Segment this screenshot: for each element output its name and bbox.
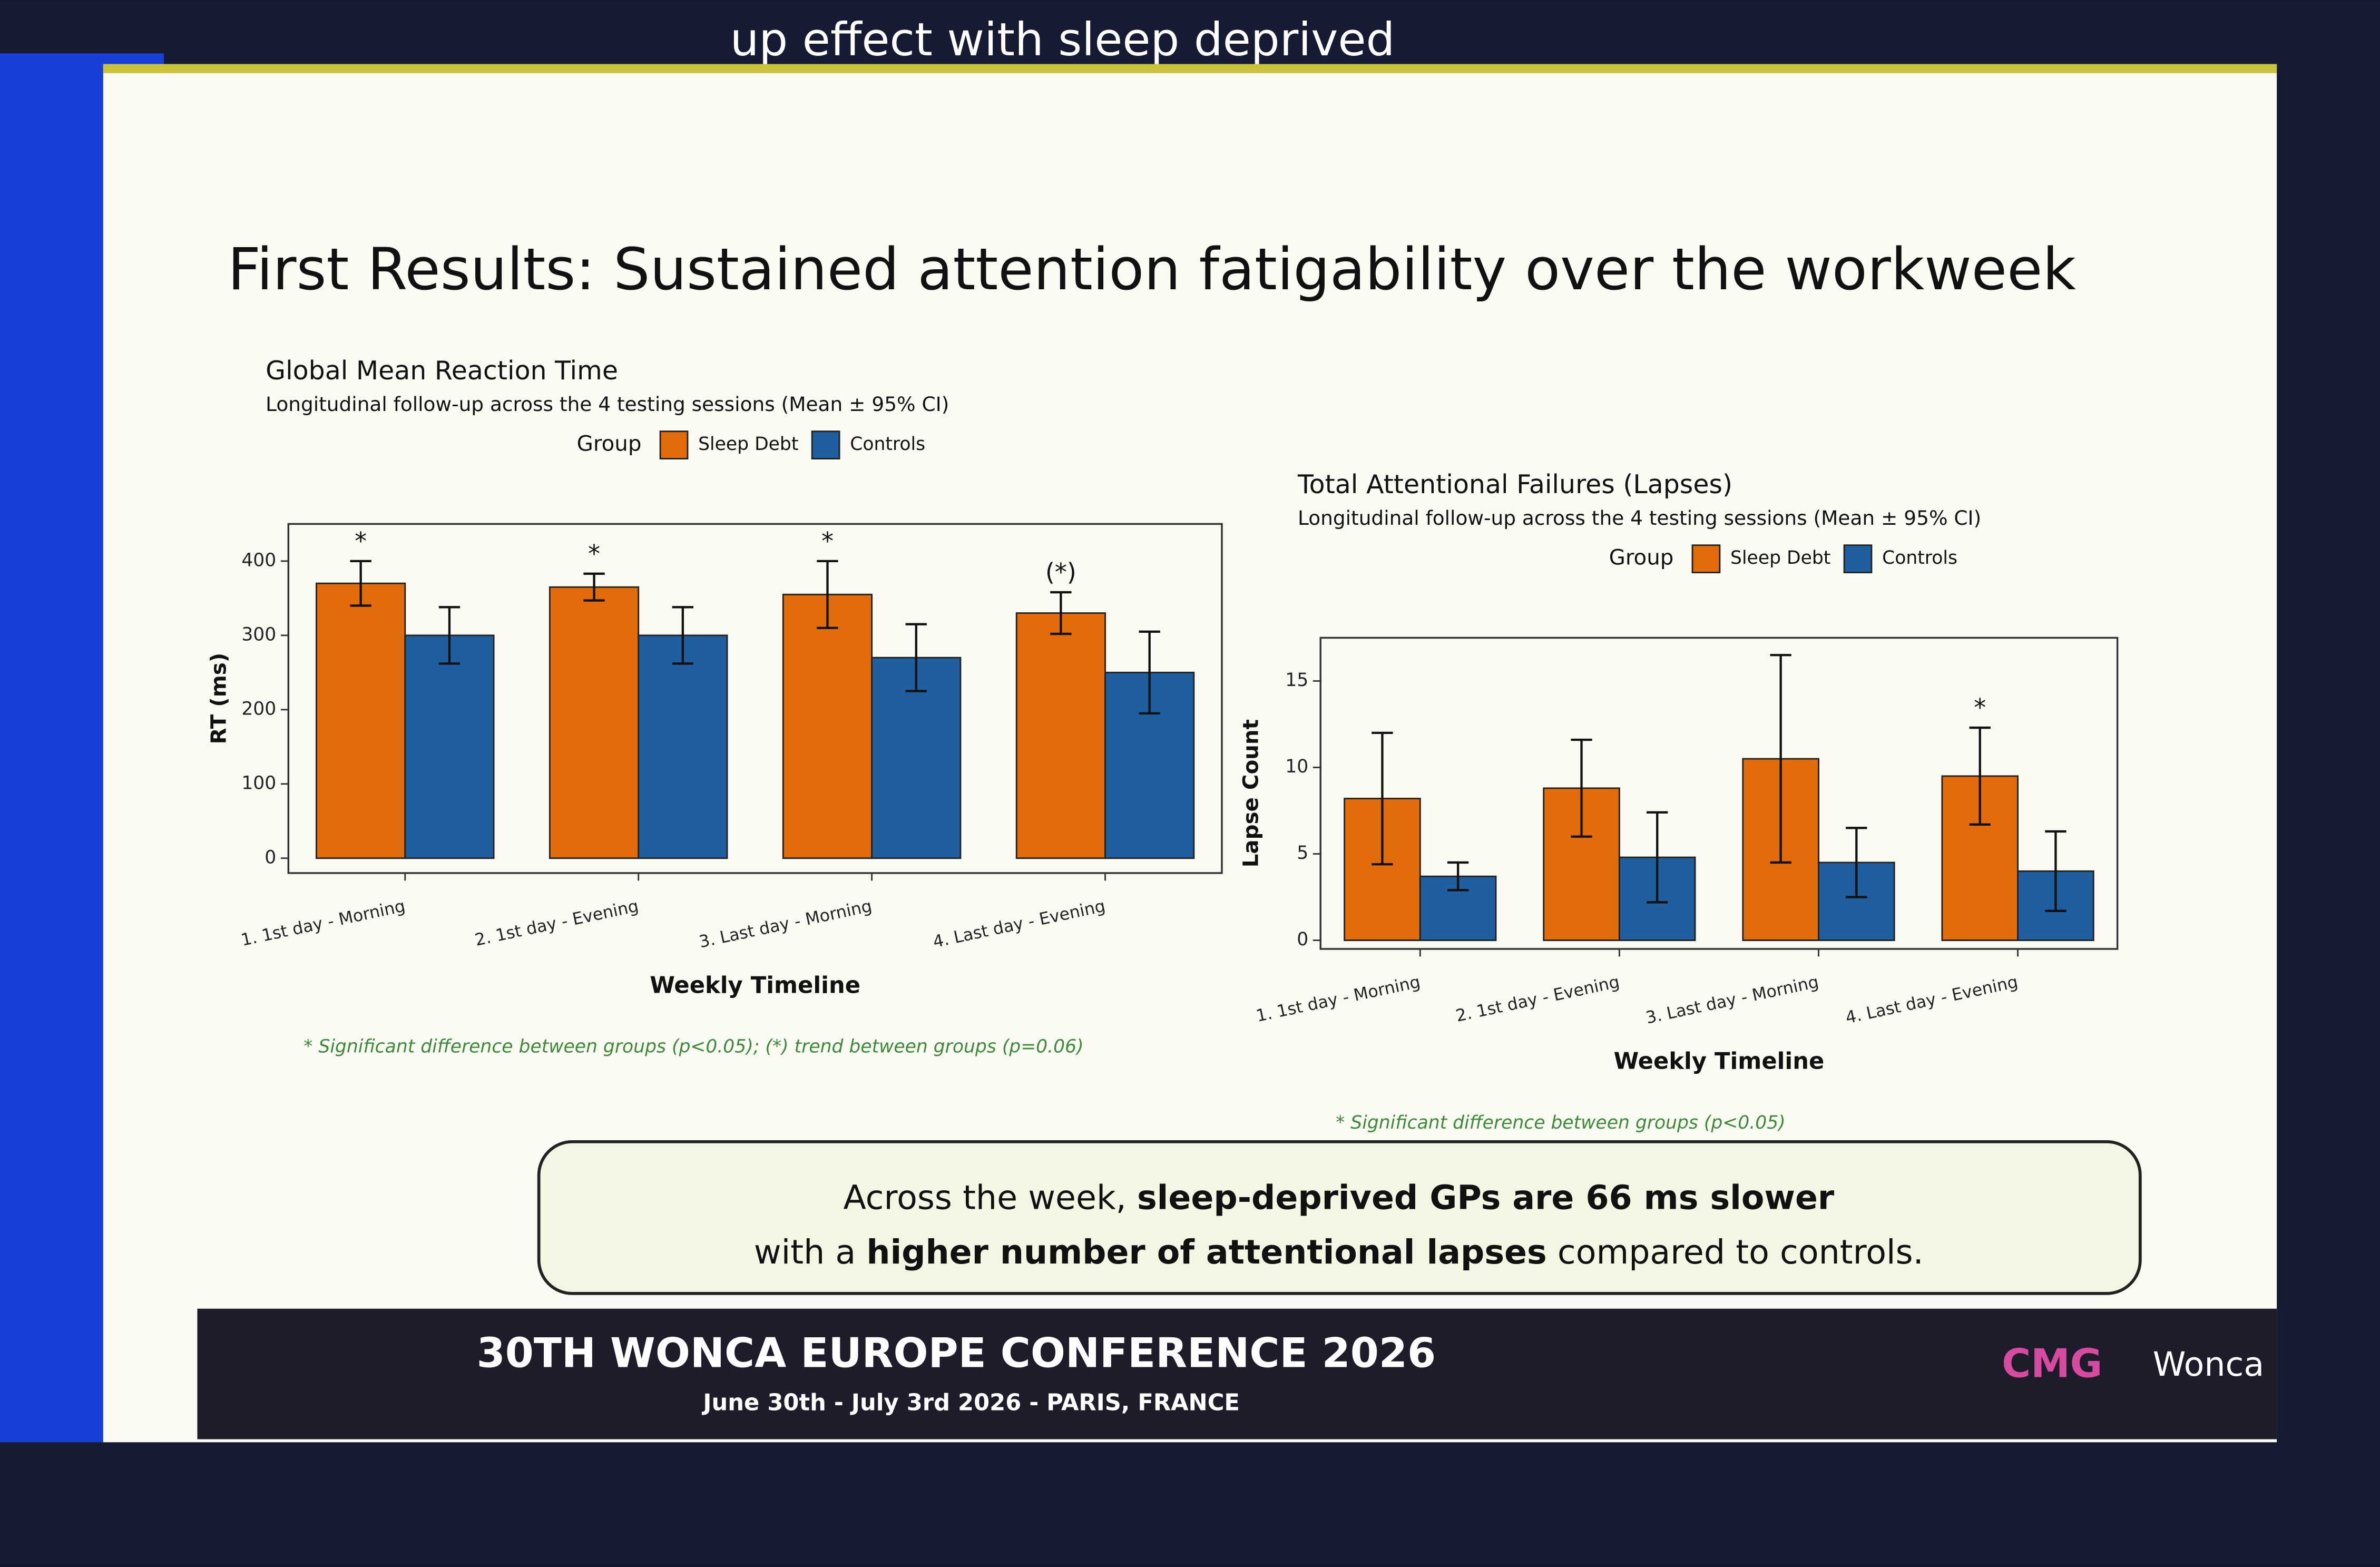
- footnote: * Significant difference between groups …: [1336, 1112, 1786, 1133]
- logo-wonca: Wonca: [2153, 1345, 2265, 1384]
- significance-marker: *: [355, 527, 367, 555]
- legend-label: Sleep Debt: [698, 434, 798, 455]
- legend-swatch: [1691, 544, 1721, 574]
- y-axis-label: Lapse Count: [1239, 719, 1264, 867]
- bar: [316, 582, 406, 859]
- banner-dates: June 30th - July 3rd 2026 - PARIS, FRANC…: [701, 1390, 1240, 1416]
- x-axis-label: Weekly Timeline: [1614, 1049, 1825, 1075]
- y-tick-label: 400: [241, 550, 276, 571]
- chart-subtitle: Longitudinal follow-up across the 4 test…: [1298, 506, 1981, 530]
- logo-cmg: CMG: [2002, 1340, 2102, 1387]
- legend-label: Controls: [850, 434, 925, 455]
- bar: [782, 593, 873, 859]
- summary-text: compared to controls.: [1558, 1232, 1924, 1271]
- bar: [1015, 612, 1106, 859]
- x-axis-label: Weekly Timeline: [650, 973, 860, 999]
- slide-title: First Results: Sustained attention fatig…: [228, 236, 2076, 303]
- bar: [549, 586, 640, 859]
- legend-label: Controls: [1882, 547, 1957, 569]
- plot-frame: [287, 523, 1223, 874]
- legend-label: Sleep Debt: [1730, 547, 1830, 569]
- banner: [197, 1308, 2277, 1439]
- y-tick-label: 100: [241, 772, 276, 794]
- significance-marker: *: [821, 527, 834, 555]
- chart-subtitle: Longitudinal follow-up across the 4 test…: [266, 393, 949, 416]
- bar: [638, 634, 728, 859]
- banner-title: 30TH WONCA EUROPE CONFERENCE 2026: [477, 1330, 1436, 1377]
- bar: [404, 634, 495, 859]
- chart-title: Total Attentional Failures (Lapses): [1297, 469, 1732, 500]
- slide-top-bar: [103, 64, 2277, 73]
- legend-swatch: [1843, 544, 1873, 574]
- header-fragment: up effect with sleep deprived: [730, 14, 1395, 66]
- summary-bold: sleep-deprived GPs are 66 ms slower: [1137, 1178, 1835, 1217]
- y-axis-label: RT (ms): [207, 653, 231, 745]
- summary-box: [537, 1140, 2142, 1295]
- summary-text: Across the week,: [843, 1178, 1126, 1217]
- legend-title: Group: [1609, 545, 1674, 570]
- chart-title: Global Mean Reaction Time: [266, 356, 618, 386]
- y-tick-label: 200: [241, 698, 276, 719]
- summary-line: with a higher number of attentional laps…: [754, 1232, 1924, 1271]
- legend-swatch: [811, 430, 840, 459]
- summary-text: with a: [754, 1232, 856, 1271]
- y-tick-label: 15: [1285, 670, 1308, 691]
- y-tick-label: 5: [1297, 843, 1308, 864]
- summary-bold: higher number of attentional lapses: [866, 1232, 1546, 1271]
- significance-marker: *: [1974, 693, 1986, 722]
- significance-marker: *: [588, 540, 600, 568]
- plot-frame: [1319, 636, 2119, 950]
- y-tick-label: 300: [241, 624, 276, 645]
- footnote: * Significant difference between groups …: [303, 1036, 1083, 1057]
- y-tick-label: 0: [1297, 929, 1308, 950]
- legend-title: Group: [577, 432, 642, 456]
- summary-line: Across the week, sleep-deprived GPs are …: [843, 1178, 1834, 1217]
- y-tick-label: 10: [1285, 756, 1308, 777]
- significance-marker: (*): [1045, 558, 1076, 586]
- y-tick-label: 0: [265, 847, 276, 868]
- legend-swatch: [659, 430, 689, 459]
